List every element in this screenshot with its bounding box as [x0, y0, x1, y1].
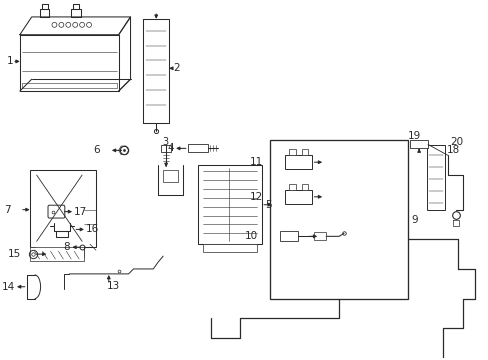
Bar — [202, 244, 257, 252]
Text: 9: 9 — [410, 215, 417, 225]
Bar — [197, 165, 262, 244]
Text: 16: 16 — [86, 224, 99, 234]
Text: 12: 12 — [249, 192, 263, 202]
Bar — [301, 149, 308, 155]
Polygon shape — [30, 170, 96, 257]
Text: 5: 5 — [264, 200, 271, 210]
Text: 4: 4 — [167, 143, 174, 153]
Text: 14: 14 — [1, 282, 15, 292]
Bar — [301, 184, 308, 190]
Text: 18: 18 — [446, 145, 459, 156]
Bar — [279, 231, 297, 241]
Bar — [426, 145, 444, 210]
Bar — [288, 149, 295, 155]
Bar — [288, 184, 295, 190]
Text: 1: 1 — [7, 57, 14, 66]
Text: 7: 7 — [4, 204, 11, 215]
Text: 6: 6 — [93, 145, 100, 156]
Bar — [187, 144, 207, 152]
Bar — [163, 170, 178, 182]
Bar — [409, 140, 427, 148]
Text: 19: 19 — [407, 131, 421, 140]
Bar — [284, 190, 312, 204]
FancyBboxPatch shape — [48, 205, 65, 218]
Bar — [314, 233, 325, 240]
Text: 17: 17 — [74, 207, 87, 217]
Text: 8: 8 — [63, 242, 70, 252]
Text: 11: 11 — [249, 157, 263, 167]
Bar — [30, 247, 84, 261]
Bar — [284, 155, 312, 169]
Text: 13: 13 — [106, 281, 120, 291]
Bar — [161, 145, 171, 152]
Bar — [269, 140, 407, 298]
Text: 3: 3 — [162, 138, 168, 148]
Text: 20: 20 — [449, 138, 462, 148]
Text: 10: 10 — [244, 231, 258, 241]
Text: 2: 2 — [173, 63, 179, 73]
Text: 15: 15 — [8, 249, 21, 259]
